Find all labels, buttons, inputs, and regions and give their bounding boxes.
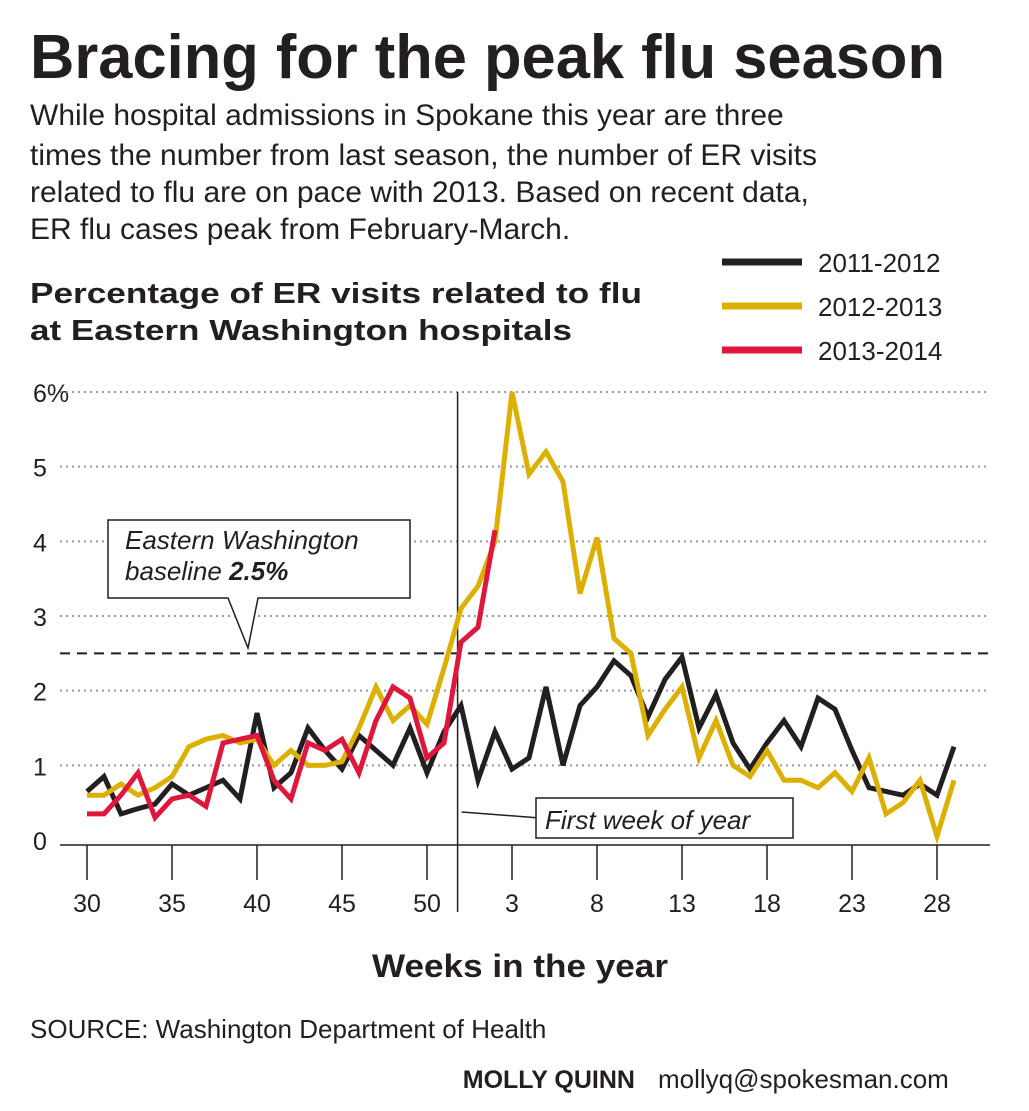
legend-label: 2011-2012 [818, 248, 940, 278]
x-tick-label: 30 [73, 890, 101, 918]
x-tick-label: 23 [838, 890, 866, 918]
subtitle-line: related to flu are on pace with 2013. Ba… [30, 176, 809, 209]
x-tick-label: 13 [668, 890, 696, 918]
x-tick-label: 18 [753, 890, 781, 918]
x-tick-label: 45 [328, 890, 356, 918]
baseline-word: baseline [125, 556, 222, 586]
baseline-text: Eastern Washington [125, 525, 359, 555]
x-axis-label: Weeks in the year [372, 948, 668, 984]
y-tick-label: 1 [33, 753, 47, 781]
legend-label: 2012-2013 [818, 292, 942, 322]
x-tick-label: 28 [923, 890, 951, 918]
y-tick-label: 0 [33, 828, 47, 856]
annotation: First week of year [545, 805, 752, 835]
annotation-box [535, 797, 794, 839]
series-line [85, 651, 957, 817]
baseline-value: 2.5% [228, 556, 288, 586]
source: SOURCE: Washington Department of Health [30, 1014, 546, 1044]
x-tick-label: 40 [243, 890, 271, 918]
y-tick-label: 3 [33, 604, 47, 632]
baseline-text: baseline 2.5% [125, 556, 288, 586]
subtitle-line: ER flu cases peak from February-March. [30, 213, 570, 246]
y-tick-label: 2 [33, 679, 47, 707]
subtitle-line: times the number from last season, the n… [30, 139, 817, 172]
email: mollyq@spokesman.com [658, 1064, 949, 1094]
x-tick-label: 3 [505, 890, 519, 918]
x-tick-label: 8 [590, 890, 604, 918]
title: Bracing for the peak flu season [30, 23, 945, 92]
chart-title: at Eastern Washington hospitals [30, 315, 572, 347]
baseline-callout [107, 519, 411, 651]
subtitle-line: While hospital admissions in Spokane thi… [30, 99, 784, 132]
chart-title: Percentage of ER visits related to flu [30, 278, 642, 310]
y-tick-label: 5 [33, 455, 47, 483]
legend-label: 2013-2014 [818, 336, 942, 366]
y-tick-label: 6% [33, 380, 69, 408]
credit: MOLLY QUINN [463, 1066, 635, 1094]
series-line [87, 529, 498, 823]
y-tick-label: 4 [33, 529, 47, 557]
x-tick-label: 35 [158, 890, 186, 918]
annotation-pointer [461, 811, 541, 819]
x-tick-label: 50 [413, 890, 441, 918]
